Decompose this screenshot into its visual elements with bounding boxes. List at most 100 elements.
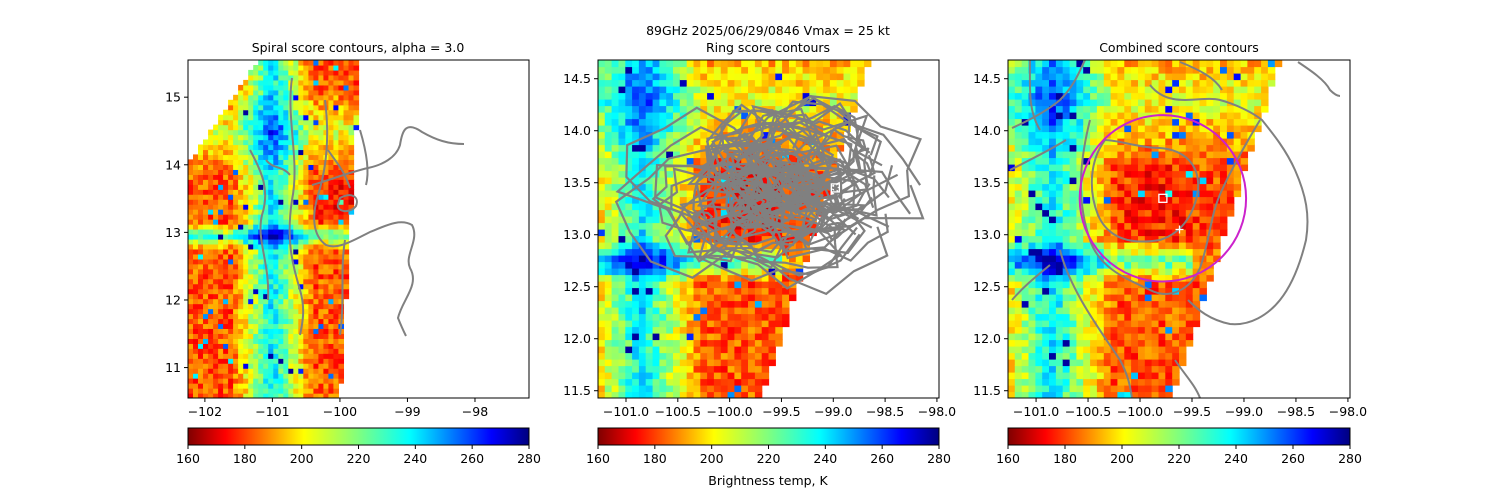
- heatmap-cell: [193, 234, 199, 240]
- heatmap-cell: [308, 368, 314, 374]
- heatmap-cell: [673, 197, 680, 204]
- heatmap-cell: [293, 90, 299, 96]
- heatmap-cell: [619, 359, 626, 366]
- heatmap-cell: [1042, 346, 1049, 353]
- heatmap-cell: [288, 328, 294, 334]
- heatmap-cell: [208, 279, 214, 285]
- heatmap-cell: [1138, 346, 1145, 353]
- heatmap-cell: [748, 86, 755, 93]
- heatmap-cell: [298, 65, 304, 71]
- heatmap-cell: [333, 363, 339, 369]
- heatmap-cell: [762, 93, 769, 100]
- heatmap-cell: [228, 254, 234, 260]
- heatmap-cell: [639, 125, 646, 132]
- heatmap-cell: [1138, 86, 1145, 93]
- heatmap-cell: [700, 86, 707, 93]
- heatmap-cell: [639, 158, 646, 165]
- heatmap-cell: [1111, 151, 1118, 158]
- heatmap-cell: [208, 154, 214, 160]
- heatmap-cell: [349, 159, 355, 165]
- heatmap-cell: [1131, 210, 1138, 217]
- heatmap-cell: [1022, 366, 1029, 373]
- heatmap-cell: [218, 314, 224, 320]
- heatmap-cell: [653, 138, 660, 145]
- heatmap-cell: [243, 254, 249, 260]
- heatmap-cell: [1090, 125, 1097, 132]
- heatmap-cell: [268, 368, 274, 374]
- heatmap-cell: [605, 255, 612, 262]
- heatmap-cell: [338, 363, 344, 369]
- heatmap-cell: [288, 179, 294, 185]
- panel-combined-title: Combined score contours: [1099, 40, 1259, 55]
- heatmap-cell: [625, 203, 632, 210]
- heatmap-cell: [228, 304, 234, 310]
- heatmap-cell: [1015, 307, 1022, 314]
- heatmap-cell: [248, 249, 254, 255]
- heatmap-cell: [659, 385, 666, 392]
- heatmap-cell: [278, 249, 284, 255]
- heatmap-cell: [694, 80, 701, 87]
- heatmap-cell: [238, 174, 244, 180]
- heatmap-cell: [323, 333, 329, 339]
- heatmap-cell: [238, 289, 244, 295]
- heatmap-cell: [1124, 99, 1131, 106]
- heatmap-cell: [1104, 216, 1111, 223]
- heatmap-cell: [248, 140, 254, 146]
- heatmap-cell: [293, 348, 299, 354]
- heatmap-cell: [1111, 73, 1118, 80]
- heatmap-cell: [755, 385, 762, 392]
- heatmap-cell: [816, 86, 823, 93]
- heatmap-cell: [313, 174, 319, 180]
- heatmap-cell: [653, 242, 660, 249]
- heatmap-cell: [203, 388, 209, 394]
- heatmap-cell: [263, 214, 269, 220]
- heatmap-cell: [632, 255, 639, 262]
- heatmap-cell: [308, 269, 314, 275]
- heatmap-cell: [323, 304, 329, 310]
- heatmap-cell: [632, 125, 639, 132]
- heatmap-cell: [308, 164, 314, 170]
- heatmap-cell: [1104, 307, 1111, 314]
- heatmap-cell: [1131, 379, 1138, 386]
- heatmap-cell: [1117, 177, 1124, 184]
- heatmap-cell: [646, 327, 653, 334]
- heatmap-cell: [1076, 262, 1083, 269]
- heatmap-cell: [619, 288, 626, 295]
- heatmap-cell: [288, 348, 294, 354]
- heatmap-cell: [193, 323, 199, 329]
- heatmap-cell: [273, 363, 279, 369]
- heatmap-cell: [283, 120, 289, 126]
- heatmap-cell: [198, 378, 204, 384]
- heatmap-cell: [293, 373, 299, 379]
- heatmap-cell: [268, 323, 274, 329]
- heatmap-cell: [680, 60, 687, 67]
- heatmap-cell: [625, 346, 632, 353]
- heatmap-cell: [228, 279, 234, 285]
- heatmap-cell: [680, 301, 687, 308]
- heatmap-cell: [258, 75, 264, 81]
- heatmap-cell: [333, 130, 339, 136]
- heatmap-cell: [308, 319, 314, 325]
- heatmap-cell: [1035, 346, 1042, 353]
- heatmap-cell: [278, 130, 284, 136]
- heatmap-cell: [278, 239, 284, 245]
- heatmap-cell: [303, 229, 309, 235]
- heatmap-cell: [1008, 268, 1015, 275]
- heatmap-cell: [1145, 203, 1152, 210]
- heatmap-cell: [1152, 255, 1159, 262]
- heatmap-cell: [1008, 151, 1015, 158]
- heatmap-cell: [755, 314, 762, 321]
- heatmap-cell: [1083, 93, 1090, 100]
- heatmap-cell: [1076, 132, 1083, 139]
- heatmap-cell: [273, 388, 279, 394]
- heatmap-cell: [218, 125, 224, 131]
- heatmap-cell: [198, 219, 204, 225]
- heatmap-cell: [1152, 301, 1159, 308]
- heatmap-cell: [188, 184, 194, 190]
- heatmap-cell: [1117, 106, 1124, 113]
- heatmap-cell: [1022, 190, 1029, 197]
- heatmap-cell: [687, 385, 694, 392]
- heatmap-cell: [598, 320, 605, 327]
- heatmap-cell: [258, 269, 264, 275]
